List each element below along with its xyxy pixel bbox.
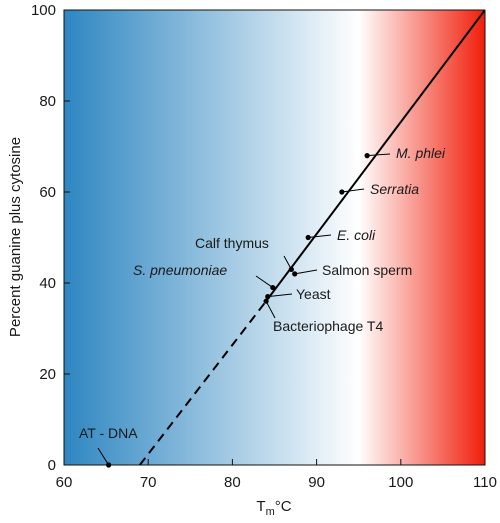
x-axis-title-unit: °C	[275, 498, 292, 515]
x-tick-label: 90	[308, 474, 325, 491]
y-tick-label: 20	[39, 366, 56, 383]
y-tick-label: 40	[39, 275, 56, 292]
point-label: Salmon sperm	[322, 262, 412, 278]
x-axis-title-sub: m	[266, 506, 275, 518]
data-point	[339, 189, 345, 195]
points-layer: AT - DNA Bacteriophage T4 Yeast S. pneumoni…	[79, 145, 446, 468]
x-tick-label: 80	[224, 474, 241, 491]
data-point	[270, 284, 276, 291]
x-tick-label: 60	[56, 474, 73, 491]
point-label: Calf thymus	[195, 235, 269, 251]
y-tick-label: 80	[39, 93, 56, 110]
series-line-dashed	[138, 300, 267, 465]
leader-line	[294, 269, 318, 275]
plot-background	[64, 10, 485, 465]
point-label: M. phlei	[396, 145, 446, 161]
plot-frame	[63, 9, 486, 466]
x-tick-label: 100	[388, 474, 413, 491]
leader-line	[255, 275, 274, 288]
x-tick-label: 70	[140, 474, 157, 491]
y-tick-label: 100	[31, 2, 56, 19]
x-tick-label: 110	[473, 474, 497, 491]
leader-line	[308, 234, 332, 238]
point-label: Serratia	[370, 181, 419, 197]
series-line-solid	[265, 10, 485, 302]
point-label: S. pneumoniae	[133, 262, 227, 278]
leader-line	[267, 293, 293, 298]
point-label: AT - DNA	[79, 425, 138, 441]
data-point	[364, 153, 370, 159]
data-point	[288, 266, 294, 272]
leader-line	[367, 153, 391, 157]
y-axis-title: Percent guanine plus cytosine	[7, 137, 24, 337]
y-tick-label: 0	[48, 457, 56, 474]
leader-line	[265, 300, 276, 319]
data-point	[265, 294, 271, 300]
y-tick-label: 60	[39, 184, 56, 201]
data-point	[305, 234, 311, 241]
point-label: Bacteriophage T4	[273, 318, 383, 334]
x-axis-title: Tm°C	[256, 498, 291, 518]
data-point	[292, 271, 298, 277]
y-axis: 0 20 40 60 80 100	[31, 2, 70, 474]
series-layer	[138, 10, 485, 465]
data-point	[263, 298, 269, 304]
leader-line	[341, 188, 365, 193]
x-axis: 60 70 80 90 100 110	[56, 459, 497, 491]
x-axis-title-main: T	[256, 498, 265, 515]
point-label: E. coli	[337, 227, 376, 243]
leader-line	[97, 447, 110, 466]
point-label: Yeast	[296, 286, 331, 302]
